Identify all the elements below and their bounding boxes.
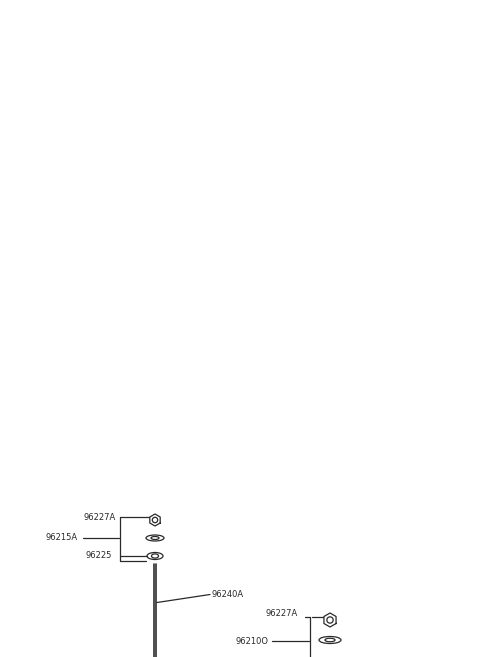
Text: 96227A: 96227A [83, 512, 115, 522]
Text: 96227A: 96227A [265, 610, 297, 618]
Text: 96215A: 96215A [45, 533, 77, 543]
Text: 96225: 96225 [85, 551, 111, 560]
Text: 96240A: 96240A [212, 590, 244, 599]
Text: 96210O: 96210O [235, 637, 268, 645]
